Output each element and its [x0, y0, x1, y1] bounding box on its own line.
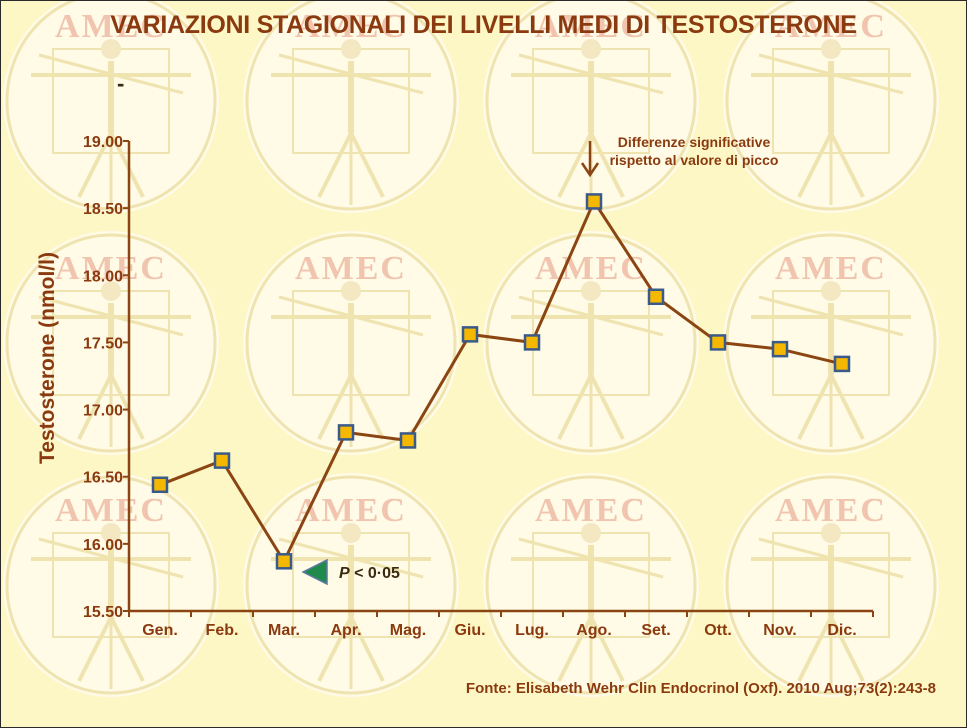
y-tick-label: 18.50: [83, 201, 123, 218]
data-point: [523, 334, 541, 351]
x-category-label: Gen.: [142, 622, 178, 639]
p-value-label: P < 0·05: [339, 565, 400, 583]
chart-title: VARIAZIONI STAGIONALI DEI LIVELLI MEDI D…: [110, 11, 857, 39]
x-category-label: Apr.: [330, 622, 361, 639]
data-markers: [151, 193, 851, 570]
data-point: [709, 334, 727, 351]
x-category-label: Nov.: [763, 622, 796, 639]
y-tick-label: 17.00: [83, 403, 123, 420]
source-citation: Fonte: Elisabeth Wehr Clin Endocrinol (O…: [465, 680, 936, 697]
data-point: [585, 193, 603, 210]
x-category-label: Dic.: [827, 622, 856, 639]
y-ticks: 15.50 16.00 16.50 17.00 17.50 18.00 18.50 19.00: [83, 134, 129, 621]
data-point: [771, 340, 789, 358]
x-category-label: Feb.: [206, 622, 239, 639]
data-point: [275, 553, 293, 570]
y-tick-label: 18.00: [83, 268, 123, 285]
axes: [127, 141, 873, 613]
y-tick-label: 15.50: [83, 604, 123, 621]
down-arrow-icon: [580, 141, 600, 178]
y-tick-label: 17.50: [83, 335, 123, 352]
x-category-label: Set.: [641, 622, 670, 639]
y-tick-label: 16.50: [83, 470, 123, 487]
data-point: [151, 476, 169, 494]
x-category-label: Giu.: [454, 622, 485, 639]
x-categories: Gen. Feb. Mar. Apr. Mag. Giu. Lug. Ago. Set. Ott.…: [128, 611, 874, 639]
left-triangle-pointer-icon: [301, 558, 328, 586]
x-category-label: Ott.: [704, 622, 732, 639]
x-category-label: Mag.: [390, 622, 426, 639]
data-point: [461, 326, 479, 343]
p-value-text: < 0·05: [349, 565, 400, 582]
data-point: [213, 452, 231, 469]
x-category-label: Lug.: [515, 622, 549, 639]
x-category-label: Ago.: [576, 622, 612, 639]
y-tick-label: 16.00: [83, 537, 123, 554]
data-point: [647, 288, 665, 306]
y-tick-label: 19.00: [83, 134, 123, 151]
peak-annotation: Differenze significative rispetto al val…: [609, 134, 779, 168]
top-mark: -: [117, 71, 125, 96]
annotation-shapes: [301, 141, 600, 586]
p-value-letter: P: [339, 565, 350, 582]
data-point: [399, 432, 417, 449]
data-point: [337, 424, 355, 441]
series-line: [159, 198, 843, 565]
x-category-label: Mar.: [268, 622, 300, 639]
data-point: [833, 355, 851, 373]
